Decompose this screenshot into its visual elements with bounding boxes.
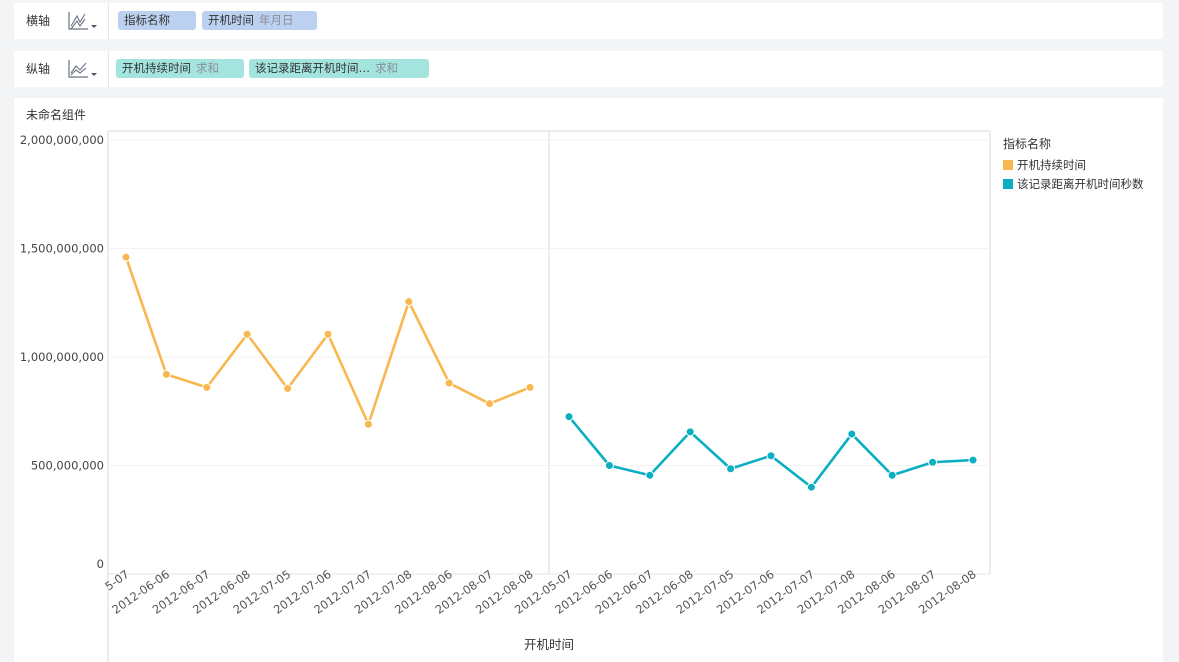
x-axis-shelf: 横轴 指标名称 开机时间 年月日 [14, 3, 1163, 39]
legend-swatch-1 [1003, 160, 1013, 170]
data-point[interactable] [604, 461, 614, 470]
data-point[interactable] [323, 329, 333, 339]
pill-aggregation: 求和 [375, 61, 398, 75]
chart-component: 未命名组件 0 500,000,000 1,000,000,000 1,500,000… [14, 98, 1163, 662]
y-tick-label: 2,000,000,000 [20, 133, 104, 147]
y-pill-boot-duration[interactable]: 开机持续时间 求和 [116, 59, 244, 78]
series-line-1 [124, 256, 531, 426]
data-point[interactable] [564, 412, 574, 422]
y-tick-label: 500,000,000 [31, 459, 104, 473]
x-tick-label: 5-07 [102, 567, 131, 593]
x-axis-title: 开机时间 [524, 637, 574, 652]
data-point[interactable] [161, 369, 171, 379]
data-point[interactable] [202, 382, 212, 392]
data-point[interactable] [726, 464, 736, 474]
data-point[interactable] [645, 470, 655, 480]
data-point[interactable] [806, 482, 816, 492]
data-point[interactable] [242, 329, 252, 339]
component-title: 未命名组件 [26, 108, 87, 122]
x-shelf-divider [108, 3, 109, 39]
pill-aggregation: 年月日 [259, 13, 294, 27]
y-pill-seconds-since-boot[interactable]: 该记录距离开机时间… 求和 [249, 59, 429, 78]
y-tick-label: 1,000,000,000 [20, 350, 104, 364]
data-point[interactable] [847, 429, 857, 439]
data-point[interactable] [121, 252, 131, 262]
y-tick-label: 1,500,000,000 [20, 242, 104, 256]
legend-title: 指标名称 [1003, 136, 1051, 151]
data-point[interactable] [444, 378, 454, 388]
x-shelf-label: 横轴 [26, 14, 51, 28]
data-point[interactable] [887, 470, 897, 480]
y-shelf-label: 纵轴 [26, 62, 51, 76]
data-point[interactable] [525, 382, 535, 392]
pill-name: 该记录距离开机时间… [255, 61, 370, 75]
stacked-area-icon[interactable] [68, 11, 98, 31]
data-point[interactable] [928, 457, 938, 467]
y-tick-label: 0 [97, 557, 104, 571]
data-point[interactable] [363, 419, 373, 429]
data-point[interactable] [283, 383, 293, 393]
legend-swatch-2 [1003, 179, 1013, 189]
data-point[interactable] [685, 427, 695, 437]
pill-aggregation: 求和 [196, 61, 219, 75]
data-point[interactable] [404, 297, 414, 307]
y-shelf-divider [108, 51, 109, 87]
pill-name: 开机持续时间 [122, 61, 191, 75]
legend-label-2[interactable]: 该记录距离开机时间秒数 [1017, 177, 1144, 191]
y-axis-shelf: 纵轴 开机持续时间 求和 该记录距离开机时间… 求和 [14, 51, 1163, 87]
line-chart-icon[interactable] [68, 59, 98, 79]
data-point[interactable] [968, 455, 978, 465]
x-pill-metric-name[interactable]: 指标名称 [118, 11, 196, 30]
data-point[interactable] [485, 399, 495, 409]
chart-canvas: 0 500,000,000 1,000,000,000 1,500,000,000 2,… [20, 130, 1144, 662]
data-point[interactable] [766, 451, 776, 461]
x-pill-boot-time[interactable]: 开机时间 年月日 [202, 11, 317, 30]
pill-name: 指标名称 [124, 13, 170, 27]
legend-label-1[interactable]: 开机持续时间 [1017, 158, 1086, 172]
pill-name: 开机时间 [208, 13, 254, 27]
